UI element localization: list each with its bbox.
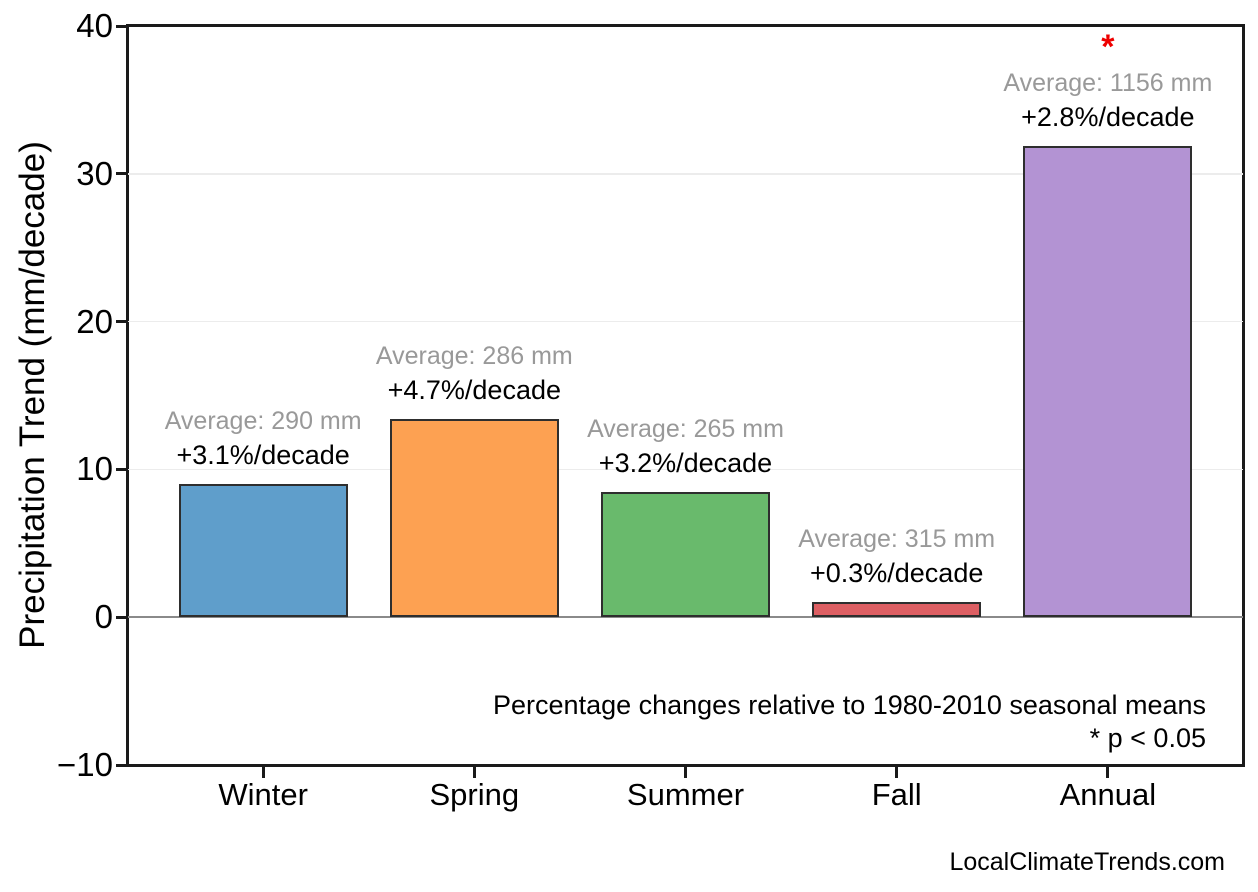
x-tick-label-summer: Summer [626, 777, 745, 812]
average-label: Average: 1156 mm [1003, 68, 1213, 97]
bar-annotation-winter: Average: 290 mm +3.1%/decade [13, 404, 513, 472]
trend-label: +4.7%/decade [387, 375, 561, 406]
bar-annotation-fall: Average: 315 mm +0.3%/decade [647, 522, 1147, 590]
y-tick-label-40: 40 [76, 7, 113, 44]
x-tick-label-fall: Fall [871, 777, 922, 812]
trend-label: +3.1%/decade [176, 440, 350, 471]
y-tick-label-0: 0 [94, 598, 113, 636]
y-tick-10 [116, 467, 127, 471]
trend-label: +0.3%/decade [809, 558, 984, 589]
y-tick-label-30: 30 [76, 154, 113, 192]
average-label: Average: 290 mm [164, 407, 362, 436]
gridline-10 [128, 468, 1243, 471]
bar-fall [812, 602, 982, 618]
y-tick-30 [116, 172, 127, 176]
x-tick-annual [1106, 767, 1110, 778]
watermark: LocalClimateTrends.com [949, 848, 1225, 876]
x-tick-fall [895, 767, 899, 778]
y-tick-40 [116, 24, 127, 28]
average-label: Average: 265 mm [587, 414, 784, 443]
significance-star: * [1101, 27, 1115, 66]
bar-annual [1023, 145, 1193, 618]
x-tick-spring [472, 767, 476, 778]
bar-summer [601, 491, 770, 618]
y-tick-20 [116, 320, 127, 324]
x-tick-label-spring: Spring [429, 777, 520, 812]
trend-label: +2.8%/decade [1021, 101, 1195, 132]
bar-winter [178, 484, 348, 618]
chart-note: Percentage changes relative to 1980-2010… [493, 689, 1206, 755]
trend-label: +3.2%/decade [598, 447, 773, 478]
average-label: Average: 315 mm [798, 525, 996, 554]
gridline-20 [128, 320, 1243, 323]
y-tick-label-20: 20 [76, 302, 113, 340]
bar-annotation-annual: * Average: 1156 mm +2.8%/decade [858, 28, 1258, 134]
x-tick-label-annual: Annual [1059, 777, 1157, 812]
note-line-1: Percentage changes relative to 1980-2010… [493, 690, 1206, 720]
y-tick-label--10: −10 [57, 746, 113, 783]
zero-line [128, 616, 1243, 619]
bar-spring [389, 419, 559, 618]
x-tick-summer [684, 767, 687, 778]
x-tick-winter [261, 767, 265, 778]
y-tick-label-10: 10 [76, 450, 113, 488]
y-tick--10 [116, 763, 127, 767]
bar-annotation-spring: Average: 286 mm +4.7%/decade [224, 339, 724, 407]
average-label: Average: 286 mm [375, 342, 573, 371]
gridline-30 [128, 173, 1243, 175]
note-line-2: * p < 0.05 [1089, 723, 1206, 753]
y-tick-0 [116, 615, 127, 619]
x-tick-label-winter: Winter [218, 777, 308, 812]
bar-annotation-summer: Average: 265 mm +3.2%/decade [436, 412, 936, 480]
